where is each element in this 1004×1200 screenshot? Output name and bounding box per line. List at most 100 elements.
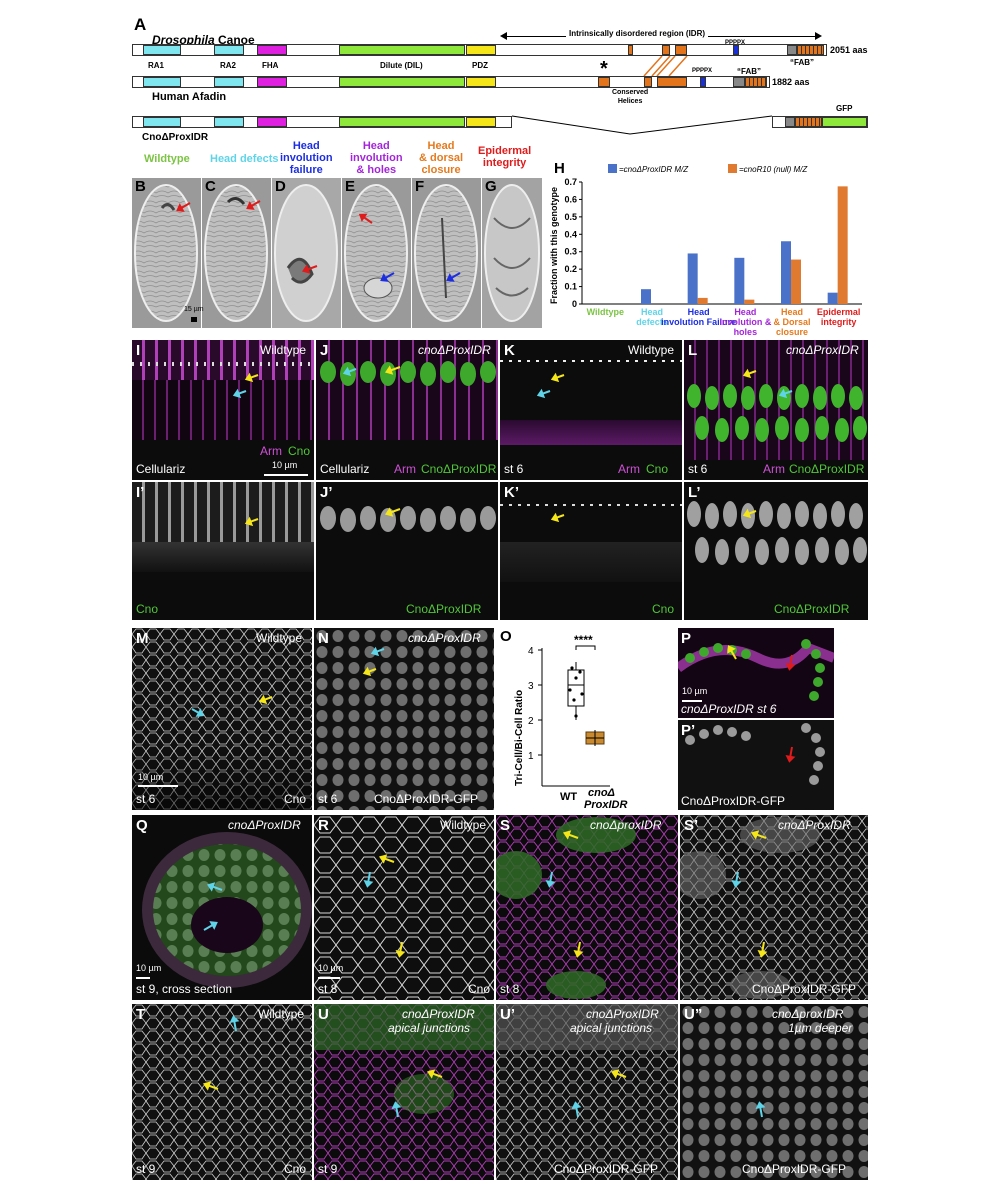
construct-gfp	[822, 117, 867, 127]
image-l-prime	[684, 482, 868, 620]
image-k	[500, 340, 682, 480]
title-head-defects: Head defects	[210, 153, 279, 165]
stage-s: st 8	[500, 982, 520, 996]
marker-t: Cno	[284, 1162, 307, 1176]
marker-r: Cno	[468, 982, 491, 996]
image-k-prime	[500, 482, 682, 620]
panel-letter-c: C	[205, 178, 216, 195]
h-legend-label: =cnoΔProxIDR M/Z	[619, 165, 689, 174]
afadin-idr-2	[644, 77, 652, 87]
panel-letter-u-double-prime: U”	[684, 1006, 703, 1023]
h-bar	[791, 259, 801, 304]
o-ytick-3: 3	[528, 681, 534, 692]
h-ytick-label: 0.2	[564, 264, 577, 274]
construct-fha	[257, 117, 287, 127]
stage-m: st 6	[136, 792, 156, 806]
panel-letter-l: L	[688, 342, 698, 359]
marker-u-prime: CnoΔProxIDR-GFP	[554, 1162, 659, 1176]
image-s-prime	[680, 815, 868, 1000]
genotype-u-prime: cnoΔProxIDR	[586, 1007, 659, 1021]
image-s	[496, 815, 678, 1000]
panel-letter-b: B	[135, 178, 146, 195]
fha-label: FHA	[262, 61, 279, 70]
h-category-label: Head	[781, 307, 803, 317]
o-xlabel-cno: cnoΔ	[588, 787, 615, 799]
h-category-label: closure	[776, 327, 808, 335]
afadin-ra2	[214, 77, 244, 87]
h-bar	[641, 289, 651, 304]
h-bar	[744, 299, 755, 304]
idr-block-3	[675, 45, 687, 55]
image-n	[314, 628, 494, 810]
genotype-l: cnoΔProxIDR	[786, 343, 859, 357]
bottom-label-k-prime: Cno	[652, 602, 675, 616]
afadin-pdz	[466, 77, 496, 87]
arm-label-k: Arm	[618, 462, 640, 476]
gfp-label: GFP	[836, 104, 853, 113]
panel-letter-p-prime: P’	[681, 722, 696, 739]
embryo-image-c	[202, 178, 271, 328]
embryo-image-e	[342, 178, 411, 328]
scale-label-i: 10 µm	[272, 460, 298, 470]
fab-gray-top	[787, 45, 797, 55]
construct-fab-gray	[785, 117, 795, 127]
genotype-r: Wildtype	[440, 818, 487, 832]
caption-p: cnoΔProxIDR st 6	[681, 702, 777, 716]
h-ytick-label: 0.4	[564, 229, 577, 239]
scale-bar-m	[138, 785, 178, 787]
h-category-label: Head	[688, 307, 710, 317]
stage-n: st 6	[318, 792, 338, 806]
h-bar	[781, 241, 791, 304]
afadin-fha	[257, 77, 287, 87]
pppx-mid-label: PPPPX	[692, 68, 713, 74]
panel-letter-u: U	[318, 1006, 329, 1023]
h-category-label: Epidermal	[817, 307, 861, 317]
afadin-dil	[339, 77, 465, 87]
pdz-domain	[466, 45, 496, 55]
arm-label-i: Arm	[260, 444, 282, 458]
afadin-length: 1882 aas	[772, 77, 810, 87]
title-wildtype: Wildtype	[144, 153, 190, 165]
h-category-label: & Dorsal	[773, 317, 810, 327]
pdz-label: PDZ	[472, 61, 488, 70]
h-ytick-label: 0.6	[564, 194, 577, 204]
dil-label: Dilute (DIL)	[380, 61, 423, 70]
stage-i: Cellulariz	[136, 462, 186, 476]
panel-letter-s: S	[500, 817, 511, 834]
o-xlabel-proxidr: ProxIDR	[584, 799, 627, 810]
conserved-helices-label: Conserved Helices	[612, 89, 649, 105]
afadin-proline	[700, 77, 706, 87]
h-legend-swatch	[608, 164, 617, 173]
h-ytick-label: 0.7	[564, 177, 577, 187]
h-bar	[837, 186, 848, 304]
h-bar	[687, 253, 698, 304]
embryo-image-b	[132, 178, 201, 328]
h-ylabel: Fraction with this genotype	[549, 187, 559, 304]
panel-letter-j: J	[320, 342, 329, 359]
panel-letter-f: F	[415, 178, 425, 195]
image-p	[678, 628, 834, 718]
scale-bar-b	[191, 317, 197, 322]
genotype-m: Wildtype	[256, 631, 303, 645]
panel-letter-k: K	[504, 342, 515, 359]
panels-m-p: M Wildtype st 6 Cno 10 µm N cnoΔProxIDR …	[132, 628, 868, 810]
genotype-q: cnoΔProxIDR	[228, 818, 301, 832]
image-m	[132, 628, 312, 810]
ra1-label: RA1	[148, 61, 165, 70]
ra1-domain	[143, 45, 181, 55]
h-category-label: defects	[636, 317, 668, 327]
fab-top-label: “FAB”	[790, 58, 814, 67]
o-ytick-4: 4	[528, 646, 534, 657]
scale-label-q: 10 µm	[136, 963, 162, 973]
caption-q: st 9, cross section	[136, 982, 233, 996]
h-ytick-label: 0.5	[564, 212, 577, 222]
image-q	[132, 815, 312, 1000]
h-ytick-label: 0	[572, 299, 577, 309]
stage-j: Cellulariz	[320, 462, 370, 476]
fab-mid-label: “FAB”	[737, 67, 761, 76]
scale-label-m: 10 µm	[138, 772, 164, 782]
bottom-label-j-prime: CnoΔProxIDR	[406, 602, 482, 616]
scale-label-r: 10 µm	[318, 963, 344, 973]
construct-label: CnoΔProxIDR	[142, 132, 209, 143]
image-i-prime	[132, 482, 314, 620]
